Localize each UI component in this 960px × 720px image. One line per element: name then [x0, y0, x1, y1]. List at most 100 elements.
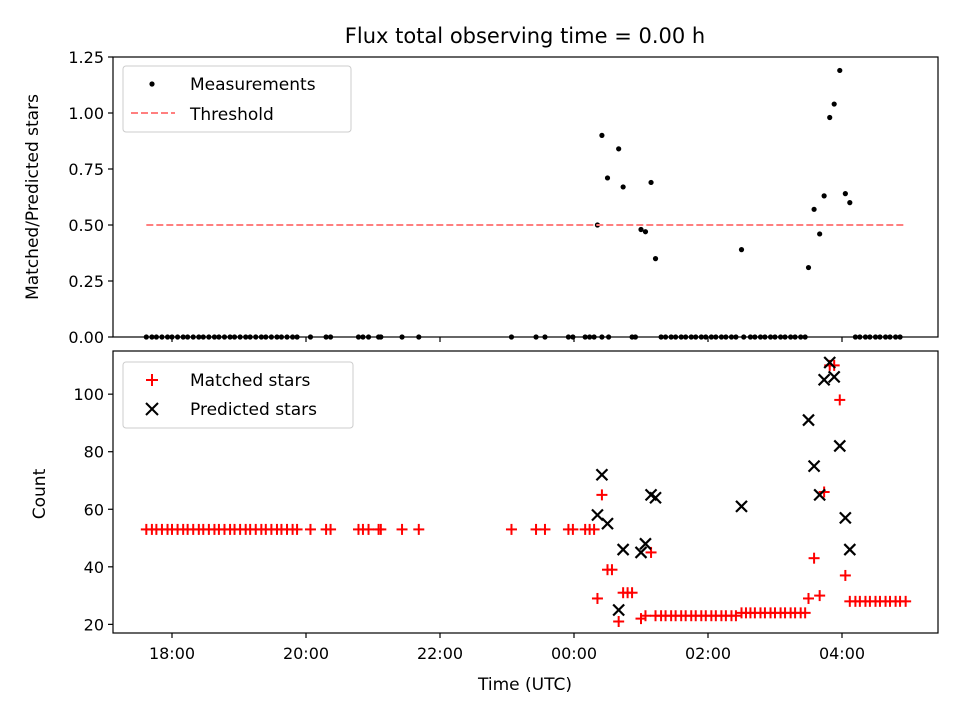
x-tick-label: 00:00: [551, 644, 597, 663]
data-point: [827, 114, 833, 121]
y-tick-label: 0.00: [68, 328, 104, 347]
y-tick-label: 1.00: [68, 104, 104, 123]
data-point: [814, 590, 826, 602]
data-point: [817, 231, 823, 237]
data-point: [363, 523, 375, 535]
legend-matched-marker: [146, 374, 158, 386]
data-point: [738, 247, 745, 253]
top-y-axis-ticks: 0.00 0.25 0.50 0.75 1.00 1.25: [68, 48, 113, 347]
y-tick-label: 60: [84, 500, 104, 519]
data-point: [567, 523, 579, 535]
y-tick-label: 0.25: [68, 272, 104, 291]
counts-panel: 20 40 60 80 100 18:00 20:00 22:00 00:00 02:00 04:…: [30, 350, 939, 695]
measurements-panel: Flux total observing time = 0.00 h 0.00 0…: [23, 24, 939, 347]
data-point: [396, 523, 408, 535]
y-tick-label: 80: [84, 443, 104, 462]
data-point: [649, 491, 662, 505]
data-point: [735, 500, 748, 513]
data-point: [642, 229, 649, 235]
data-point: [817, 373, 831, 387]
data-point: [799, 607, 811, 619]
data-point: [802, 413, 815, 427]
y-tick-label: 0.75: [68, 160, 104, 179]
data-point: [626, 587, 638, 599]
top-axes-frame: [112, 56, 939, 338]
bottom-legend: Matched stars Predicted stars: [122, 361, 354, 429]
data-point: [638, 226, 644, 233]
data-point: [807, 459, 821, 473]
top-legend-box: [122, 65, 352, 133]
y-tick-label: 1.25: [68, 48, 104, 67]
bottom-axes-frame: [112, 350, 939, 634]
x-tick-label: 04:00: [819, 644, 865, 663]
data-point: [639, 537, 652, 551]
data-point: [616, 146, 622, 152]
data-point: [616, 543, 630, 556]
bottom-y-axis-ticks: 20 40 60 80 100: [73, 385, 113, 634]
data-point: [595, 468, 609, 482]
chart-title: Flux total observing time = 0.00 h: [345, 24, 705, 48]
data-point: [639, 610, 651, 622]
data-point: [900, 595, 912, 607]
data-point: [828, 359, 840, 371]
data-point: [813, 488, 826, 502]
data-point: [808, 552, 820, 564]
data-point: [601, 517, 614, 530]
data-point: [604, 175, 611, 181]
data-point: [839, 569, 851, 581]
data-point: [803, 592, 814, 604]
data-point: [847, 200, 853, 206]
data-point: [823, 356, 836, 369]
data-point: [811, 206, 817, 212]
data-point: [834, 394, 846, 406]
data-point: [843, 543, 857, 556]
data-point: [591, 508, 604, 522]
data-point: [805, 264, 812, 271]
data-point: [634, 546, 648, 559]
legend-measurements-marker: [149, 81, 155, 87]
bottom-x-axis-ticks: 18:00 20:00 22:00 00:00 02:00 04:00: [149, 633, 865, 663]
legend-measurements-label: Measurements: [190, 75, 316, 95]
counts-marks: [140, 356, 912, 627]
x-axis-label: Time (UTC): [477, 675, 572, 695]
bottom-y-axis-label: Count: [30, 468, 50, 519]
y-tick-label: 40: [84, 558, 104, 577]
x-tick-label: 20:00: [283, 644, 329, 663]
data-point: [375, 523, 387, 535]
data-point: [831, 101, 837, 107]
series-predicted-stars: [591, 356, 857, 617]
y-tick-label: 20: [84, 615, 104, 634]
data-point: [304, 523, 316, 535]
data-point: [839, 511, 852, 525]
data-point: [648, 179, 654, 186]
legend-threshold-label: Threshold: [189, 105, 274, 125]
data-point: [730, 610, 742, 622]
data-point: [837, 67, 843, 74]
data-point: [291, 523, 303, 535]
data-point: [539, 523, 551, 535]
data-point: [325, 523, 337, 535]
top-legend: Measurements Threshold: [122, 65, 352, 133]
y-tick-label: 100: [73, 385, 104, 404]
data-point: [606, 564, 618, 576]
data-point: [842, 191, 848, 197]
top-x-axis-ticks: [171, 337, 843, 342]
data-point: [596, 489, 608, 501]
data-point: [833, 439, 847, 453]
data-point: [505, 523, 517, 535]
data-point: [827, 370, 841, 384]
x-tick-label: 22:00: [417, 644, 463, 663]
data-point: [620, 184, 626, 190]
data-point: [652, 256, 659, 262]
legend-matched-label: Matched stars: [190, 371, 310, 391]
legend-predicted-marker: [145, 402, 159, 416]
data-point: [821, 193, 827, 199]
data-point: [612, 603, 625, 617]
data-point: [818, 486, 830, 498]
series-matched-stars: [140, 359, 912, 627]
data-point: [588, 523, 600, 535]
x-tick-label: 02:00: [685, 644, 731, 663]
data-point: [413, 523, 425, 535]
data-point: [599, 132, 605, 138]
x-tick-label: 18:00: [149, 644, 195, 663]
